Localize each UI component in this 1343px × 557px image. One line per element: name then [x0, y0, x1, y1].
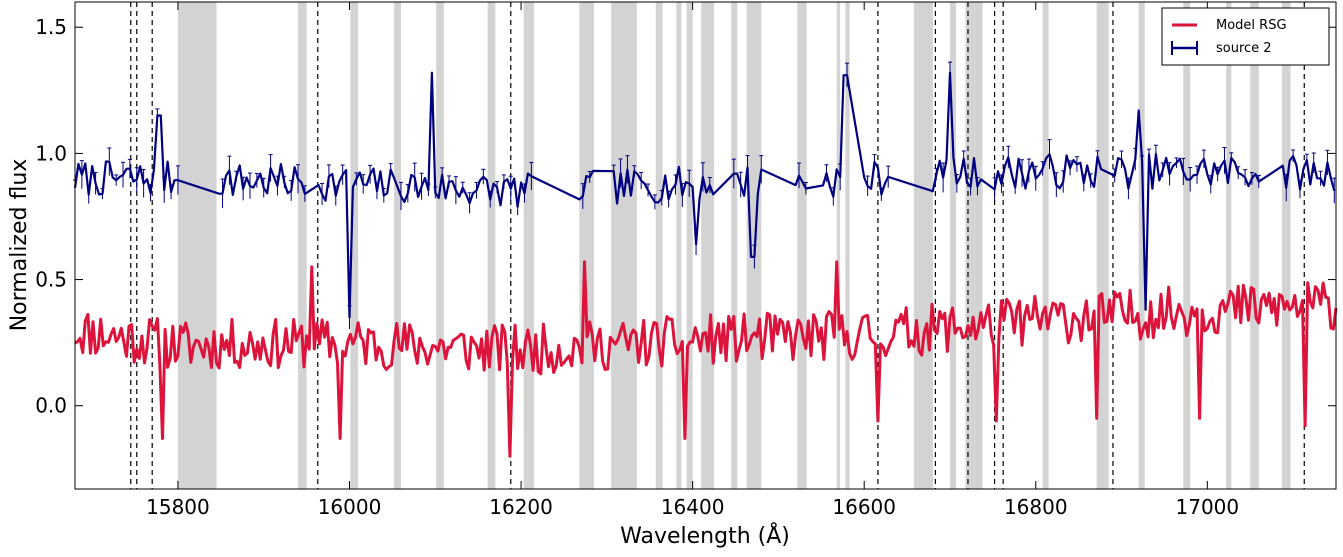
masked-band	[611, 2, 637, 489]
masked-band	[1096, 2, 1109, 489]
x-ticks: 15800 16000 16200 16400 16600 16800 17000	[146, 2, 1239, 519]
x-tick-label: 16200	[489, 495, 553, 519]
masked-band	[523, 2, 534, 489]
y-tick-label: 0.0	[35, 394, 67, 418]
x-tick-label: 16600	[832, 495, 896, 519]
x-tick-label: 17000	[1176, 495, 1240, 519]
masked-band	[797, 2, 807, 489]
masked-band	[394, 2, 401, 489]
masked-band	[701, 2, 715, 489]
masked-bands	[177, 2, 1291, 489]
masked-band	[1281, 2, 1291, 489]
legend-model-label: Model RSG	[1216, 18, 1287, 33]
masked-band	[1250, 2, 1259, 489]
plot-frame	[74, 1, 1337, 490]
series-line	[74, 260, 1338, 458]
masked-band	[845, 2, 850, 489]
legend-source-label: source 2	[1216, 41, 1272, 56]
x-tick-label: 16400	[661, 495, 725, 519]
masked-band	[949, 2, 956, 489]
masked-band	[731, 2, 738, 489]
masked-band	[1183, 2, 1191, 489]
y-tick-label: 1.5	[35, 15, 67, 39]
source-series	[73, 61, 1337, 330]
masked-band	[298, 2, 307, 489]
x-tick-label: 16000	[318, 495, 382, 519]
y-axis-title: Normalized flux	[7, 159, 32, 332]
model-series	[74, 260, 1338, 458]
masked-band	[579, 2, 594, 489]
legend-source-swatch	[1171, 41, 1198, 55]
masked-band	[1138, 2, 1145, 489]
masked-band	[1226, 2, 1232, 489]
masked-band	[913, 2, 933, 489]
x-axis-title: Wavelength (Å)	[620, 522, 790, 549]
x-tick-label: 15800	[146, 495, 210, 519]
masked-band	[686, 2, 693, 489]
y-tick-label: 0.5	[35, 268, 67, 292]
masked-band	[1042, 2, 1049, 489]
y-tick-label: 1.0	[35, 141, 67, 165]
masked-band	[177, 2, 217, 489]
reference-lines	[130, 2, 1305, 489]
x-tick-label: 16800	[1004, 495, 1068, 519]
masked-band	[836, 2, 841, 489]
series-line	[73, 71, 1336, 319]
masked-band	[965, 2, 983, 489]
y-ticks: 0.0 0.5 1.0 1.5	[35, 15, 1336, 418]
masked-band	[436, 2, 444, 489]
masked-band	[676, 2, 682, 489]
masked-band	[350, 2, 359, 489]
masked-band	[487, 2, 496, 489]
legend: Model RSG source 2	[1161, 7, 1330, 66]
legend-box	[1161, 7, 1330, 66]
masked-band	[655, 2, 663, 489]
